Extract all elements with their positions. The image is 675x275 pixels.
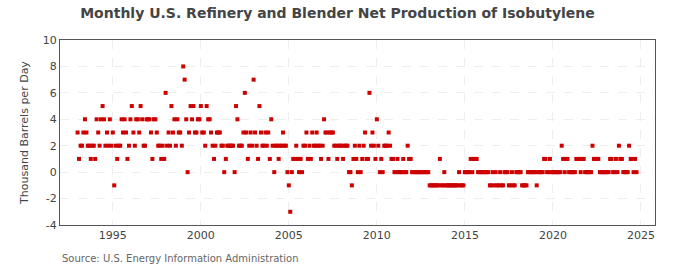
svg-text:2000: 2000	[187, 229, 215, 242]
svg-text:2: 2	[50, 140, 57, 153]
svg-text:2025: 2025	[627, 229, 655, 242]
svg-text:Source: U.S. Energy Informatio: Source: U.S. Energy Information Administ…	[62, 253, 299, 264]
svg-text:4: 4	[50, 113, 57, 126]
svg-text:2005: 2005	[275, 229, 303, 242]
svg-text:10: 10	[43, 34, 57, 47]
svg-text:6: 6	[50, 87, 57, 100]
svg-text:-2: -2	[46, 192, 57, 205]
svg-text:2010: 2010	[363, 229, 391, 242]
svg-text:1995: 1995	[99, 229, 127, 242]
svg-text:8: 8	[50, 60, 57, 73]
svg-text:Thousand Barrels per Day: Thousand Barrels per Day	[18, 61, 31, 205]
svg-text:-4: -4	[46, 219, 57, 232]
svg-text:2015: 2015	[451, 229, 479, 242]
svg-text:0: 0	[50, 166, 57, 179]
svg-text:2020: 2020	[539, 229, 567, 242]
svg-text:Monthly U.S. Refinery and Blen: Monthly U.S. Refinery and Blender Net Pr…	[80, 5, 595, 21]
